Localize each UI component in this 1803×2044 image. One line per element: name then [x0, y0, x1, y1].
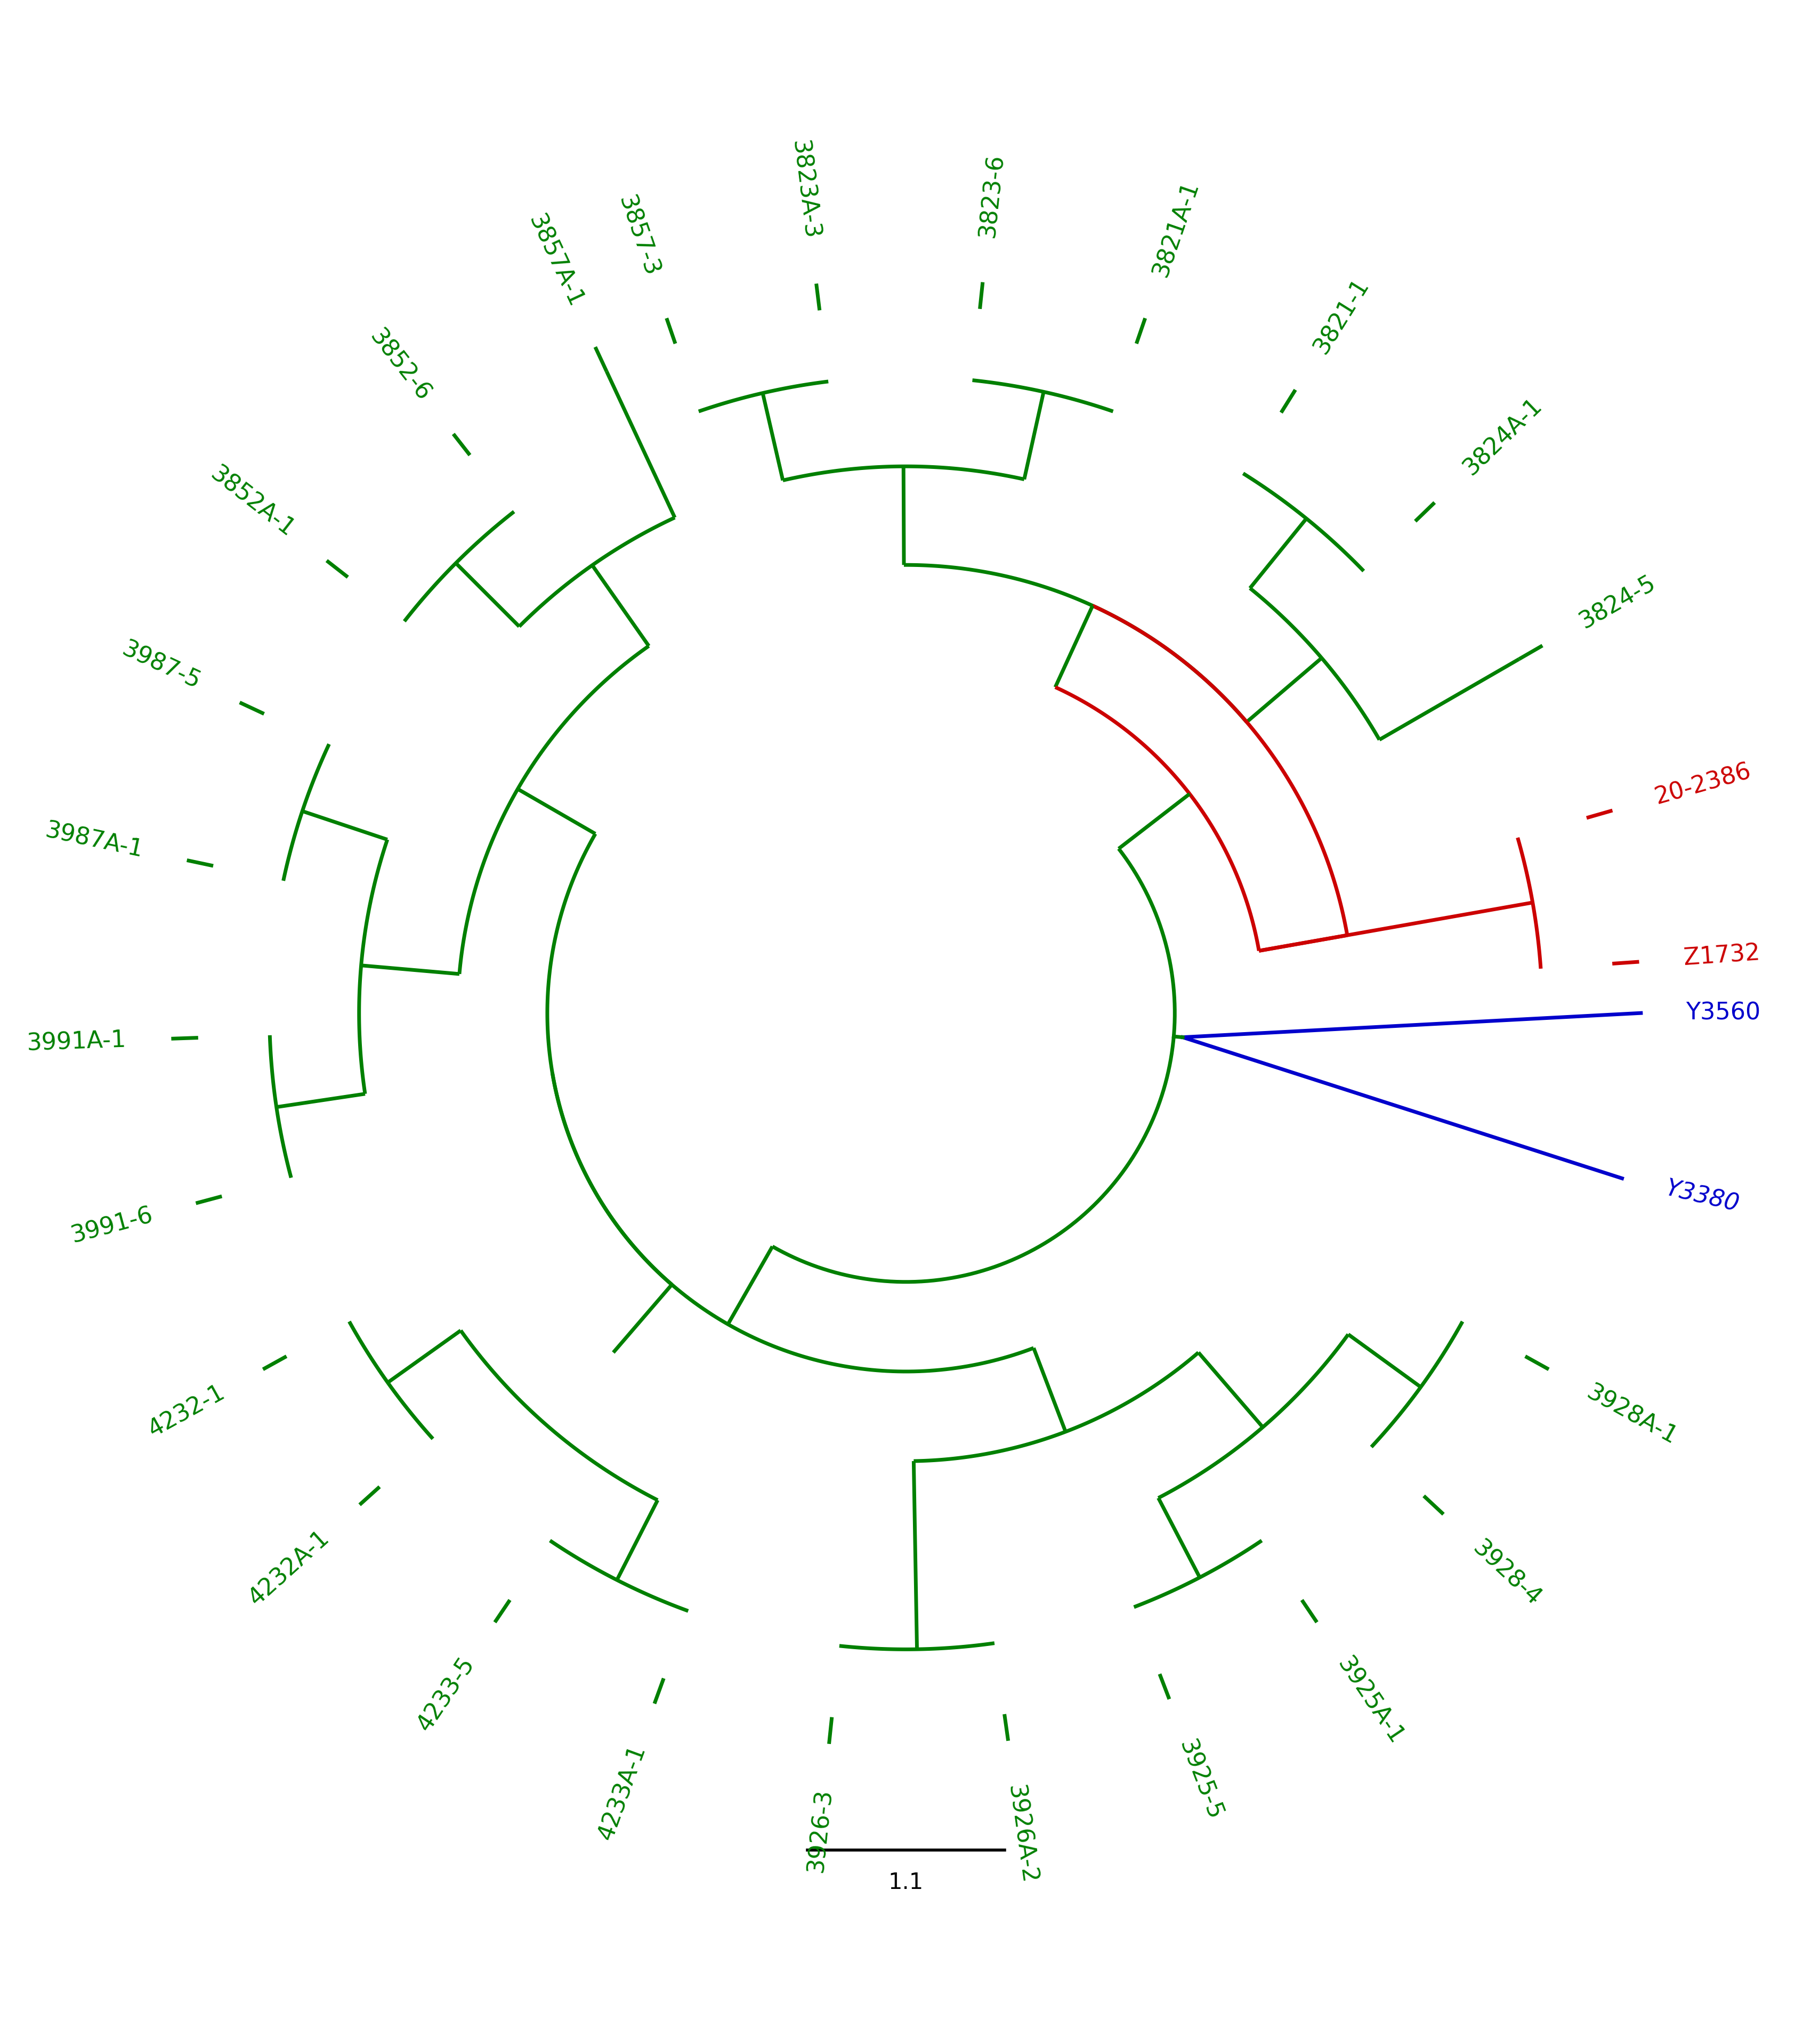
Text: 4232-1: 4232-1: [144, 1382, 229, 1441]
Text: 3857A-1: 3857A-1: [525, 211, 586, 311]
Text: 3928A-1: 3928A-1: [1583, 1382, 1680, 1449]
Text: Y3560: Y3560: [1686, 1002, 1760, 1024]
Text: 3824A-1: 3824A-1: [1459, 394, 1547, 480]
Text: 20-2386: 20-2386: [1652, 760, 1754, 809]
Text: 3857-3: 3857-3: [613, 192, 664, 280]
Text: Z1732: Z1732: [1682, 942, 1762, 971]
Text: 3823-6: 3823-6: [975, 153, 1008, 239]
Text: 1.1: 1.1: [889, 1872, 923, 1895]
Text: 4233-5: 4233-5: [413, 1654, 480, 1735]
Text: 3925-5: 3925-5: [1174, 1737, 1226, 1823]
Text: 3852A-1: 3852A-1: [206, 462, 297, 542]
Text: 3928-4: 3928-4: [1468, 1537, 1545, 1611]
Text: 3987A-1: 3987A-1: [43, 820, 146, 863]
Text: 3852-6: 3852-6: [364, 325, 435, 405]
Text: Y3380: Y3380: [1662, 1177, 1742, 1216]
Text: 3823A-3: 3823A-3: [788, 139, 822, 241]
Text: 3926A-2: 3926A-2: [1002, 1784, 1040, 1885]
Text: 3925A-1: 3925A-1: [1332, 1654, 1406, 1748]
Text: 4232A-1: 4232A-1: [245, 1527, 334, 1611]
Text: 3821A-1: 3821A-1: [1149, 178, 1203, 280]
Text: 4233A-1: 4233A-1: [595, 1741, 649, 1844]
Text: 3987-5: 3987-5: [119, 638, 204, 693]
Text: 3991-6: 3991-6: [69, 1204, 155, 1247]
Text: 3926-3: 3926-3: [804, 1786, 837, 1872]
Text: 3821-1: 3821-1: [1309, 274, 1374, 358]
Text: 3991A-1: 3991A-1: [27, 1028, 126, 1055]
Text: 3824-5: 3824-5: [1576, 572, 1661, 634]
